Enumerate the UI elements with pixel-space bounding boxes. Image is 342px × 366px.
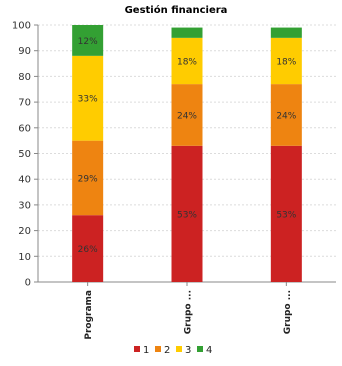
data-label: 29% <box>78 174 98 184</box>
legend-label-4: 4 <box>206 345 212 356</box>
bar-segment-4 <box>171 27 203 38</box>
legend-swatch-4 <box>197 346 203 352</box>
bar-segment-1 <box>270 145 302 282</box>
y-tick-label: 50 <box>18 149 31 160</box>
data-label: 26% <box>78 245 98 255</box>
legend-swatch-3 <box>176 346 182 352</box>
data-label: 24% <box>177 111 197 121</box>
data-label: 18% <box>177 57 197 67</box>
y-tick-label: 30 <box>18 200 31 211</box>
data-label: 24% <box>276 111 296 121</box>
y-tick-label: 20 <box>18 226 31 237</box>
chart-title: Gestión financiera <box>125 4 228 16</box>
bar-segment-4 <box>270 27 302 38</box>
x-tick-label: Grupo ... <box>184 290 194 334</box>
y-tick-label: 90 <box>18 46 31 57</box>
bar-segment-2 <box>270 84 302 146</box>
bars: 26% 29% 33% 12% 53% 24% 18% 53% 24% 18% <box>72 25 302 282</box>
x-tick-label: Grupo ... <box>283 290 293 334</box>
data-label: 18% <box>276 57 296 67</box>
legend-label-2: 2 <box>164 345 170 356</box>
bar-segment-2 <box>171 84 203 146</box>
bar-segment-1 <box>171 145 203 282</box>
bar-segment-4 <box>72 25 104 56</box>
y-tick-label: 80 <box>18 72 31 83</box>
bar-segment-3 <box>72 55 104 141</box>
legend-swatch-2 <box>155 346 161 352</box>
legend-swatch-1 <box>134 346 140 352</box>
legend: 1 2 3 4 <box>134 345 212 356</box>
data-label: 33% <box>78 95 98 105</box>
x-tick-label: Programa <box>84 290 94 340</box>
data-label: 53% <box>177 210 197 220</box>
y-tick-label: 0 <box>25 278 31 289</box>
bar-segment-3 <box>270 37 302 85</box>
y-tick-label: 70 <box>18 98 31 109</box>
bar-segment-1 <box>72 215 104 282</box>
data-label: 12% <box>78 37 98 47</box>
y-tick-label: 40 <box>18 175 31 186</box>
y-tick-label: 100 <box>12 21 31 32</box>
legend-label-3: 3 <box>185 345 191 356</box>
data-label: 53% <box>276 210 296 220</box>
bar-segment-2 <box>72 140 104 216</box>
y-tick-label: 10 <box>18 252 31 263</box>
bar-segment-3 <box>171 37 203 85</box>
legend-label-1: 1 <box>143 345 149 356</box>
y-tick-label: 60 <box>18 123 31 134</box>
